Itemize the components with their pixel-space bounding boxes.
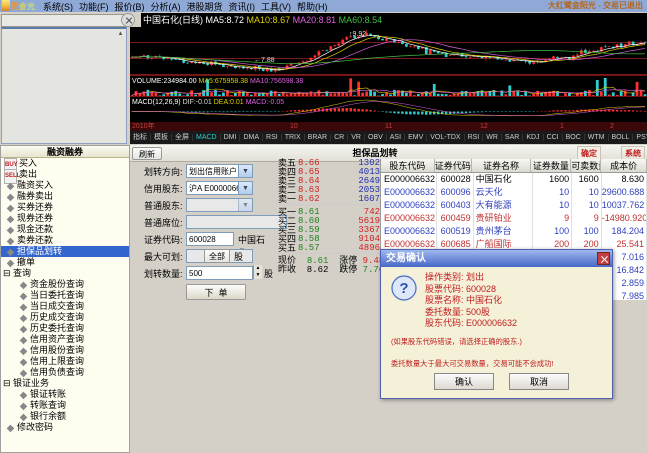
svg-text:金: 金	[18, 2, 27, 11]
svg-text:?: ?	[399, 280, 408, 297]
svg-text:光: 光	[26, 2, 35, 11]
svg-text:责: 责	[11, 1, 19, 11]
